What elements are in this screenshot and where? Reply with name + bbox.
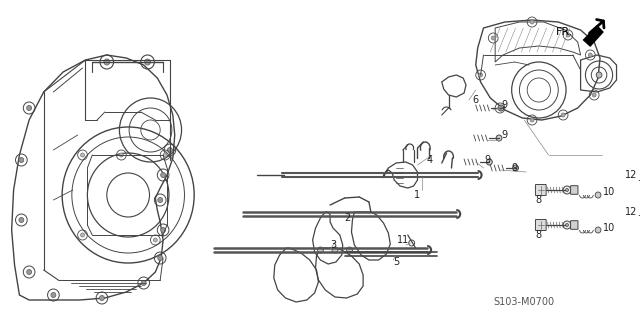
Text: 7: 7 [637,180,640,190]
Circle shape [158,197,163,203]
FancyBboxPatch shape [571,221,578,229]
Circle shape [120,153,124,157]
Circle shape [563,221,571,229]
FancyBboxPatch shape [536,219,546,231]
Polygon shape [582,25,604,47]
Circle shape [19,158,24,162]
Text: 6: 6 [473,95,479,105]
Circle shape [479,73,483,77]
Text: 3: 3 [330,240,336,250]
Circle shape [158,256,163,261]
Circle shape [161,173,166,177]
Text: 9: 9 [502,100,508,110]
FancyBboxPatch shape [536,184,546,196]
Text: 9: 9 [484,155,490,165]
Circle shape [492,36,495,40]
Circle shape [163,153,167,157]
Circle shape [595,192,601,198]
Circle shape [530,118,534,122]
Text: 8: 8 [536,230,542,240]
Circle shape [19,218,24,222]
Text: 12: 12 [625,170,637,180]
Circle shape [498,106,502,110]
Circle shape [588,53,592,57]
Circle shape [561,113,565,117]
Circle shape [104,59,109,65]
Text: 2: 2 [344,213,351,223]
Text: 10: 10 [603,187,615,197]
Text: S103-M0700: S103-M0700 [493,297,555,307]
Circle shape [513,165,518,171]
Circle shape [566,189,568,191]
Circle shape [168,147,172,152]
Circle shape [530,20,534,24]
Circle shape [27,270,31,275]
Text: 5: 5 [393,257,399,267]
Circle shape [145,59,150,65]
Circle shape [332,247,338,253]
FancyBboxPatch shape [571,186,578,194]
Circle shape [596,72,602,78]
Text: 7: 7 [637,215,640,225]
Circle shape [566,224,568,226]
Circle shape [486,159,492,165]
Text: 8: 8 [536,195,542,205]
Circle shape [592,93,596,97]
Circle shape [99,295,104,300]
Text: 1: 1 [415,190,420,200]
Text: 12: 12 [625,207,637,217]
Circle shape [496,135,502,141]
Circle shape [498,105,504,111]
Circle shape [81,153,84,157]
Circle shape [595,227,601,233]
Circle shape [51,293,56,298]
Circle shape [81,233,84,237]
Circle shape [347,247,353,253]
Circle shape [154,238,157,242]
Circle shape [161,227,166,233]
Text: 11: 11 [397,235,409,245]
Text: 4: 4 [427,155,433,165]
Circle shape [563,186,571,194]
Text: 10: 10 [603,223,615,233]
Circle shape [141,280,146,286]
Circle shape [566,33,570,37]
Text: FR.: FR. [556,27,573,37]
Text: 9: 9 [511,163,518,173]
Circle shape [317,247,323,253]
Text: 9: 9 [502,130,508,140]
Circle shape [27,106,31,110]
